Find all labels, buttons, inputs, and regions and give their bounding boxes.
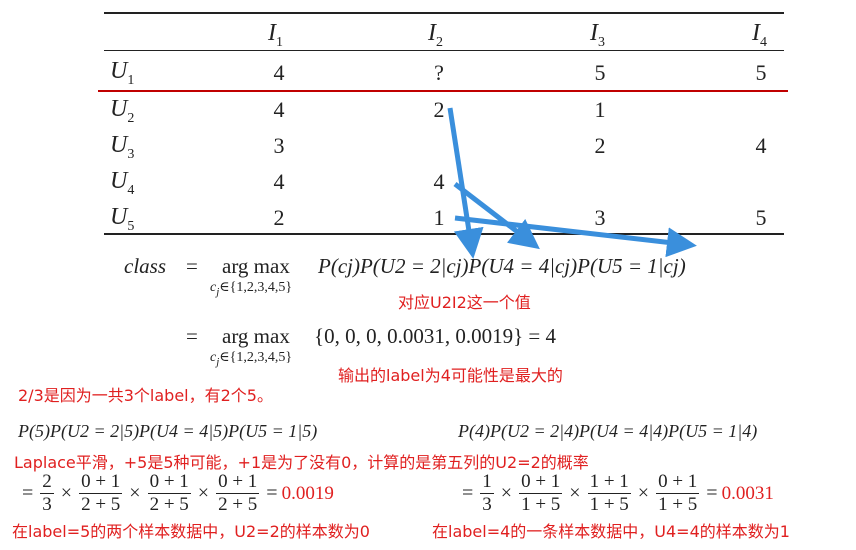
- note-output-label: 输出的label为4可能性是最大的: [338, 366, 563, 385]
- argmax-1: arg max: [222, 254, 290, 278]
- formula-rhs-1: P(cj)P(U2 = 2|cj)P(U4 = 4|cj)P(U5 = 1|cj…: [318, 254, 686, 278]
- table-cell: 5: [594, 60, 606, 85]
- row-label: U4: [110, 168, 135, 198]
- arrow-u2i2: [447, 107, 484, 259]
- table-cell: 2: [273, 205, 285, 230]
- argmax-sub-1: cj∈{1,2,3,4,5}: [210, 280, 293, 298]
- argmax-2: arg max: [222, 324, 290, 348]
- note-label5: 在label=5的两个样本数据中，U2=2的样本数为0: [12, 522, 370, 541]
- row-label: U5: [110, 204, 135, 234]
- table-top-rule: [104, 12, 784, 14]
- formula-eq-1: =: [186, 254, 198, 278]
- arrow-u4i2: [453, 182, 540, 250]
- column-header-1: I1: [268, 20, 283, 50]
- table-cell: 1: [594, 97, 606, 122]
- table-cell: 4: [755, 133, 767, 158]
- column-header-4: I4: [752, 20, 767, 50]
- table-cell: 4: [433, 169, 445, 194]
- table-cell: ?: [434, 60, 444, 85]
- argmax-sub-2: cj∈{1,2,3,4,5}: [210, 350, 293, 368]
- prob-header-left: P(5)P(U2 = 2|5)P(U4 = 4|5)P(U5 = 1|5): [18, 421, 318, 441]
- formula-set-2: {0, 0, 0, 0.0031, 0.0019} = 4: [314, 324, 557, 348]
- prob-header-right: P(4)P(U2 = 2|4)P(U4 = 4|4)P(U5 = 1|4): [458, 421, 758, 441]
- note-two-thirds: 2/3是因为一共3个label，有2个5。: [18, 386, 273, 405]
- table-cell: 2: [433, 97, 445, 122]
- row-label: U3: [110, 132, 135, 162]
- table-red-divider: [98, 90, 788, 92]
- formula-eq-2: =: [186, 324, 198, 348]
- table-cell: 5: [755, 205, 767, 230]
- table-cell: 1: [433, 205, 445, 230]
- annotation-arrows: [447, 107, 697, 259]
- table-cell: 4: [273, 97, 285, 122]
- table-cell: 2: [594, 133, 606, 158]
- table-bottom-rule: [104, 233, 784, 235]
- row-label: U1: [110, 58, 135, 88]
- row-label: U2: [110, 96, 135, 126]
- table-cell: 3: [273, 133, 285, 158]
- table-header-rule: [104, 50, 784, 51]
- column-header-2: I2: [428, 20, 443, 50]
- note-u2i2: 对应U2I2这一个值: [398, 293, 531, 312]
- table-cell: 5: [755, 60, 767, 85]
- result-right: 0.0031: [721, 482, 774, 504]
- formula-class-lhs: class: [124, 254, 166, 278]
- table-cell: 3: [594, 205, 606, 230]
- column-header-3: I3: [590, 20, 605, 50]
- note-label4: 在label=4的一条样本数据中，U4=4的样本数为1: [432, 522, 790, 541]
- result-left: 0.0019: [281, 482, 334, 504]
- table-cell: 4: [273, 169, 285, 194]
- note-laplace: Laplace平滑，+5是5种可能，+1是为了没有0，计算的是第五列的U2=2的…: [14, 453, 589, 472]
- table-cell: 4: [273, 60, 285, 85]
- arrow-u5i2: [454, 215, 697, 258]
